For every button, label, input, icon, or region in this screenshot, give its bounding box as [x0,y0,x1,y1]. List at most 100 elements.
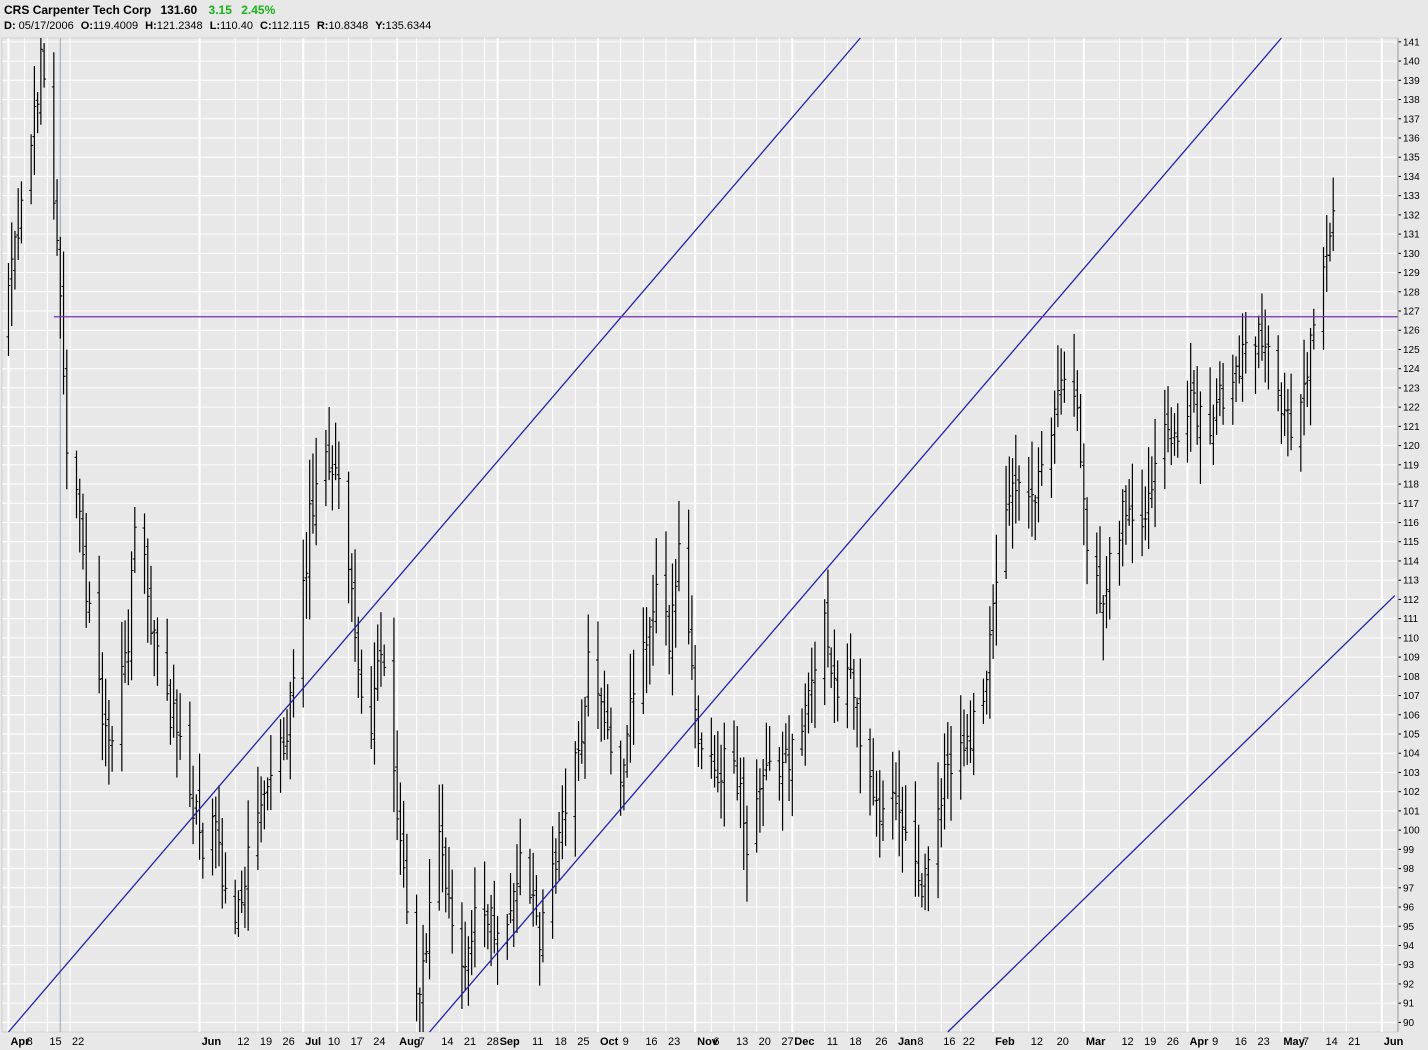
trendline[interactable] [7,37,861,1033]
ohlc-bar [1263,309,1268,383]
ohlc-bar [605,684,610,740]
ohlc-bar [1153,418,1158,528]
ohlc-bar [744,805,749,902]
ohlc-bar [608,707,613,775]
ohlc-bar [923,853,928,911]
ohlc-bar [709,717,714,779]
ohlc-bar [187,701,192,808]
ohlc-bar [874,770,879,837]
ohlc-bar [563,768,568,846]
ohlc-bar [233,879,238,935]
ohlc-bar [1256,315,1261,369]
ohlc-bar [1055,345,1060,428]
ohlc-bar [1282,372,1287,437]
ohlc-bar [1078,394,1083,469]
plot-area [1,37,1399,1033]
ohlc-bar [197,753,202,860]
ohlc-bar [1308,327,1313,426]
ohlc-bar [58,236,63,339]
y-tick-label: 139 [1403,76,1420,87]
ohlc-bar [1036,447,1041,523]
open-value: 119.4009 [93,20,139,32]
ohlc-bar [670,563,675,696]
ohlc-bar [1081,443,1086,546]
chart-header: CRS Carpenter Tech Corp 131.60 3.15 2.45… [0,0,1428,36]
ohlc-bar [511,882,516,947]
ohlc-bar [505,914,510,960]
ohlc-bar [333,422,338,481]
ohlc-bar [236,890,241,937]
ohlc-bar [55,179,60,256]
ohlc-bar [463,921,468,992]
y-tick-label: 133 [1403,191,1420,202]
ohlc-bar [1331,177,1336,252]
y-tick-label: 125 [1403,345,1420,356]
ohlc-bar [1198,391,1203,485]
ohlc-bar [191,765,196,845]
ohlc-bar [353,549,358,662]
x-tick-label: 9 [623,1036,629,1048]
ohlc-bar [800,708,805,756]
ohlc-bar [961,709,966,767]
ohlc-bar [168,679,173,745]
trendline[interactable] [947,595,1396,1033]
ohlc-bar [829,647,834,689]
y-tick-label: 107 [1403,691,1420,702]
x-tick-label: 16 [1235,1036,1247,1048]
trendline[interactable] [429,37,1282,1033]
ohlc-bar [845,643,850,729]
ohlc-bar [395,730,400,841]
ohlc-bar [848,633,853,679]
ohlc-bar [514,844,519,934]
ohlc-bar [217,785,222,867]
ohlc-bars [6,38,1336,1032]
date-label: D: [4,20,16,32]
ohlc-bar [278,719,283,793]
ohlc-bar [64,349,69,490]
ohlc-bar [1240,313,1245,402]
ohlc-bar [291,649,296,718]
ohlc-bar [19,181,24,244]
ohlc-bar [783,723,788,764]
ohlc-bar [1169,407,1174,466]
ohlc-bar [926,846,931,912]
ohlc-bar [812,641,817,728]
x-tick-label: 23 [1257,1036,1269,1048]
ohlc-bar [595,621,600,730]
x-tick-label: 18 [849,1036,861,1048]
ohlc-bar [1185,380,1190,463]
ohlc-bar [722,722,727,827]
ohlc-bar [738,757,743,829]
ohlc-bar [80,493,85,570]
high-value: 121.2348 [156,20,203,32]
ohlc-bar [281,717,286,761]
y-tick-label: 132 [1403,210,1420,221]
ohlc-bar [1279,382,1284,445]
x-tick-label: Sep [500,1036,520,1048]
price-change-pct: 2.45% [241,3,276,17]
ohlc-bar [916,824,921,897]
ohlc-bar [323,429,328,507]
x-tick-label: 26 [1167,1036,1179,1048]
x-tick-label: 22 [72,1036,84,1048]
ohlc-bar [1007,456,1012,526]
ohlc-bar [87,581,92,623]
y-tick-label: 91 [1403,999,1415,1010]
ohlc-bar [858,658,863,794]
ohlc-bar [1327,222,1332,262]
ohlc-bar [881,780,886,841]
y-tick-label: 118 [1403,480,1419,491]
x-tick-label: 8 [27,1036,33,1048]
ohlc-bar [1266,325,1271,390]
ohlc-bar [129,551,134,681]
ohlc-bar [103,678,108,767]
x-tick-label: Aug [399,1036,420,1048]
ohlc-bar [641,607,646,714]
x-tick-label: 18 [555,1036,567,1048]
ohlc-bar [1127,479,1132,526]
ohlc-bar [145,538,150,643]
ohlc-bar [239,870,244,914]
x-tick-label: 12 [1121,1036,1133,1048]
y-tick-label: 100 [1403,826,1420,837]
